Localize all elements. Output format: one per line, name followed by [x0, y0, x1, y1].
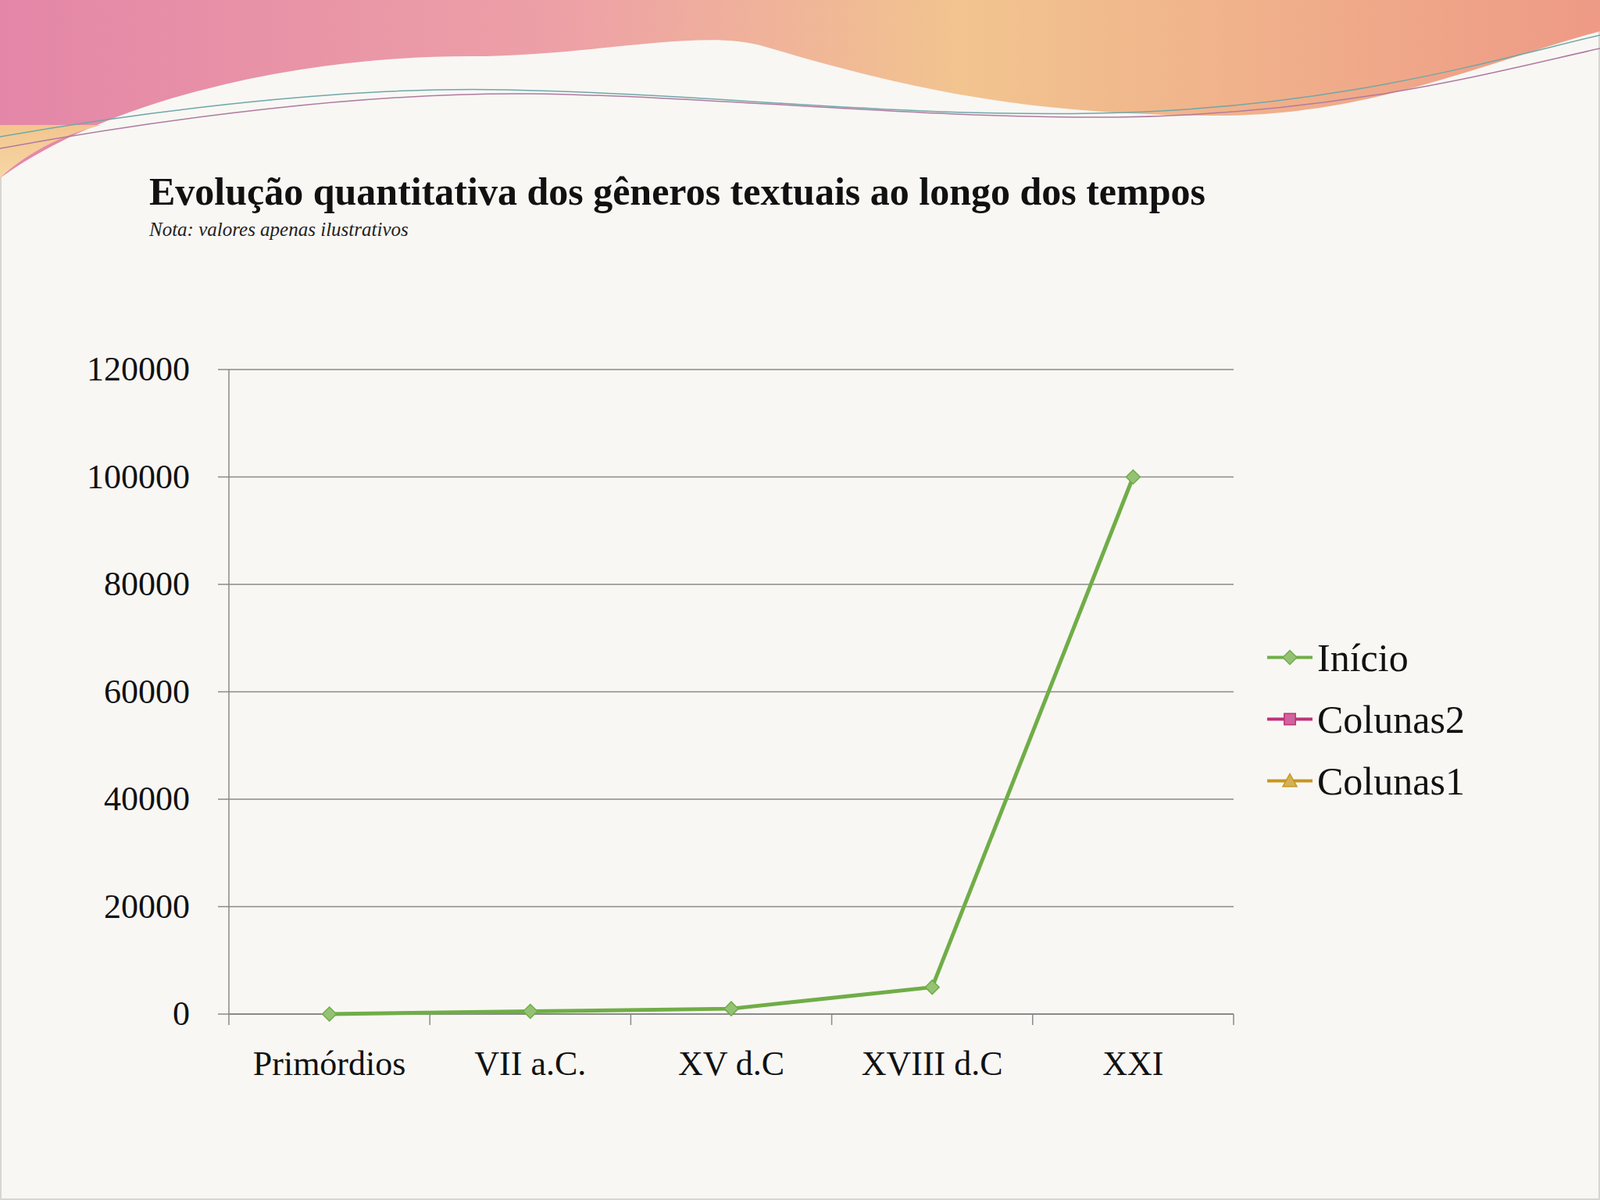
y-tick-label: 60000: [103, 672, 190, 711]
x-tick: [228, 1014, 230, 1025]
grid-line: [228, 583, 1234, 586]
legend-label: Colunas1: [1317, 759, 1465, 804]
legend-marker: [1282, 650, 1297, 665]
point-marker: [1125, 470, 1140, 485]
y-tick-label: 120000: [86, 350, 190, 389]
legend: Início Colunas2 Colunas1: [1267, 635, 1465, 804]
y-tick: [217, 476, 229, 479]
y-axis-line: [228, 369, 230, 1015]
x-tick: [1032, 1014, 1034, 1025]
y-tick-label: 0: [172, 994, 190, 1033]
grid-line: [228, 798, 1234, 800]
header-line: [0, 35, 1600, 137]
header-corner: [0, 125, 102, 179]
background: [0, 0, 1600, 1200]
y-tick-label: 40000: [103, 779, 190, 818]
header-decoration: [0, 0, 1600, 179]
point-marker: [523, 1004, 538, 1019]
header-wave: [0, 0, 1600, 179]
y-tick: [217, 1013, 229, 1015]
legend-label: Colunas2: [1317, 697, 1465, 742]
x-tick: [1232, 1014, 1235, 1025]
legend-marker: [1282, 774, 1297, 787]
y-tick: [217, 368, 229, 371]
y-tick: [217, 583, 229, 586]
x-tick-label: XXI: [1102, 1044, 1164, 1083]
legend-label: Início: [1317, 635, 1409, 680]
x-tick-label: VII a.C.: [474, 1044, 586, 1083]
series-line: [329, 477, 1134, 1015]
x-tick: [831, 1014, 833, 1025]
plot-data: [322, 470, 1141, 1022]
x-axis: Primórdios VII a.C. XV d.C XVIII d.C XXI: [228, 1014, 1234, 1083]
y-tick-label: 20000: [103, 887, 190, 926]
header-line: [0, 48, 1600, 149]
x-tick-label: XV d.C: [678, 1044, 785, 1083]
y-tick: [217, 798, 229, 800]
title: Evolução quantitativa dos gêneros textua…: [149, 169, 1206, 214]
grid-line: [228, 906, 1234, 908]
y-tick-label: 80000: [103, 564, 190, 604]
subtitle: Nota: valores apenas ilustrativos: [148, 218, 409, 240]
x-tick-label: Primórdios: [253, 1044, 407, 1083]
grid-line: [228, 368, 1234, 371]
grid-line: [228, 476, 1234, 479]
y-tick-label: 100000: [86, 457, 190, 497]
x-tick-label: XVIII d.C: [861, 1044, 1004, 1083]
page: {"chart_data": {"type": "line", "title":…: [0, 0, 1600, 1200]
point-marker: [322, 1007, 337, 1022]
chart: Evolução quantitativa dos gêneros textua…: [0, 0, 1600, 1200]
slide-border: [0, 0, 1600, 1200]
chart-root: Evolução quantitativa dos gêneros textua…: [0, 0, 1600, 1200]
y-axis: 0 20000 40000 60000 80000 100000 120000: [86, 350, 1234, 1033]
x-tick: [428, 1014, 431, 1025]
grid-line: [228, 691, 1234, 693]
point-marker: [724, 1001, 739, 1016]
legend-marker: [1284, 713, 1296, 725]
point-marker: [925, 980, 940, 995]
y-tick: [217, 906, 229, 908]
y-tick: [217, 691, 229, 693]
x-tick: [630, 1014, 633, 1025]
